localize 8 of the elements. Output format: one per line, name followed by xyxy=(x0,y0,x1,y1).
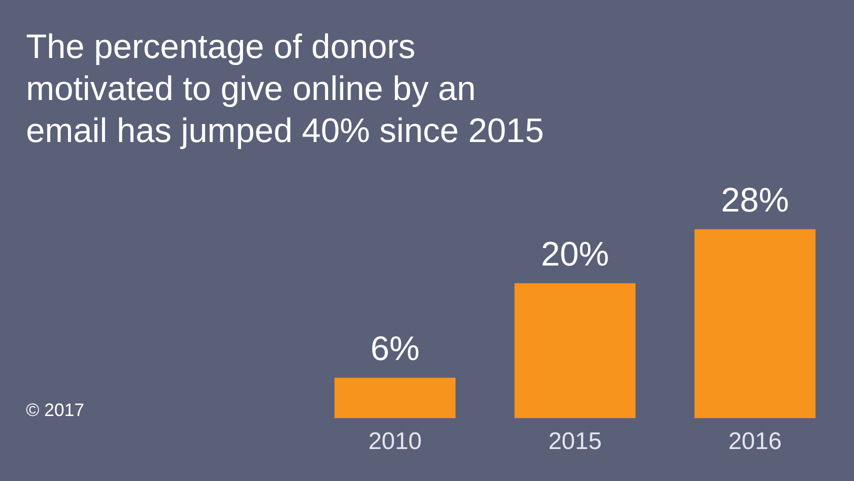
data-label: 28% xyxy=(720,182,790,220)
x-tick-label: 2010 xyxy=(368,428,422,456)
chart-title: The percentage of donors motivated to give online by an email has jumped 40% since 2015 xyxy=(26,27,545,152)
x-tick-label: 2016 xyxy=(728,428,782,456)
text: © 2017 xyxy=(26,400,84,421)
data-label: 20% xyxy=(540,236,610,274)
x-tick-label: 2015 xyxy=(548,428,602,456)
data-label: 6% xyxy=(370,330,420,368)
